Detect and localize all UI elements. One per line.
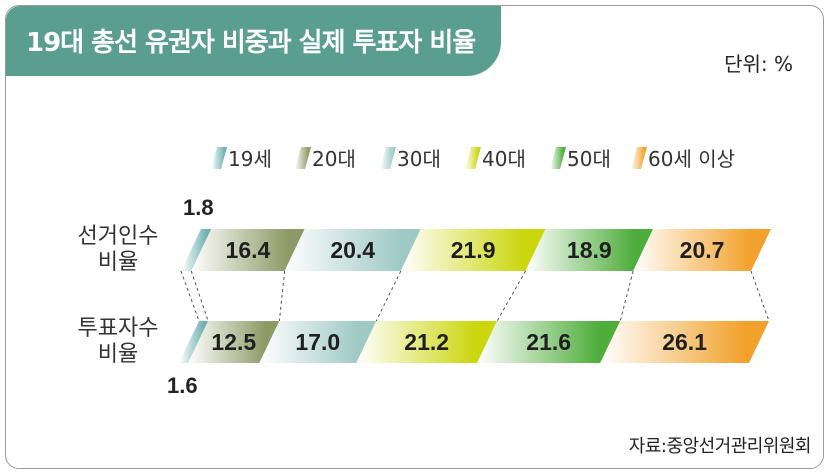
stacked-bar-chart: 19세 20대 30대 40대 50대 60세 이상 1.8 16.4 20.4 21.9 18.9… bbox=[78, 147, 771, 398]
bar-segment bbox=[600, 321, 769, 363]
bar-segment bbox=[356, 321, 498, 363]
connector-line bbox=[496, 270, 526, 322]
legend-swatch bbox=[211, 147, 227, 169]
connector-line bbox=[750, 270, 770, 322]
data-label: 16.4 bbox=[226, 237, 271, 263]
bar-segment bbox=[525, 229, 654, 271]
chart-title: 19대 총선 유권자 비중과 실제 투표자 비율 bbox=[26, 28, 476, 58]
legend-swatch bbox=[465, 147, 481, 169]
legend-label: 19세 bbox=[228, 147, 272, 171]
data-label: 21.9 bbox=[451, 237, 496, 263]
chart-frame: 19대 총선 유권자 비중과 실제 투표자 비율 단위: % 19세 20대 30대… bbox=[5, 5, 824, 469]
bar-segment bbox=[179, 321, 209, 363]
bar-segment bbox=[259, 321, 377, 363]
data-label: 21.2 bbox=[404, 329, 449, 355]
data-label: 20.4 bbox=[330, 237, 375, 263]
data-label: 21.6 bbox=[526, 329, 571, 355]
legend-swatch bbox=[550, 147, 566, 169]
connector-line bbox=[375, 270, 402, 322]
title-banner: 19대 총선 유권자 비중과 실제 투표자 비율 bbox=[6, 6, 501, 76]
bar-segment bbox=[181, 229, 212, 271]
data-label: 18.9 bbox=[567, 237, 612, 263]
category-label: 비율 bbox=[98, 342, 138, 367]
connector-line bbox=[278, 270, 286, 322]
connector-line bbox=[619, 270, 634, 322]
data-label: 20.7 bbox=[680, 237, 725, 263]
unit-label: 단위: % bbox=[724, 52, 793, 76]
legend-label: 20대 bbox=[312, 147, 356, 171]
legend-label: 50대 bbox=[567, 147, 611, 171]
legend-swatch bbox=[380, 147, 396, 169]
connector-line bbox=[180, 270, 200, 322]
data-label: 1.8 bbox=[183, 195, 214, 220]
legend-label: 30대 bbox=[397, 147, 441, 171]
category-label: 선거인수 bbox=[78, 224, 159, 249]
legend-swatch bbox=[295, 147, 311, 169]
connector-line bbox=[190, 270, 209, 322]
data-label: 26.1 bbox=[662, 329, 707, 355]
bar-segment bbox=[191, 229, 305, 271]
bar-segment bbox=[188, 321, 280, 363]
source-note: 자료:중앙선거관리위원회 bbox=[628, 436, 812, 457]
bar-segment bbox=[400, 229, 546, 271]
legend-label: 40대 bbox=[482, 147, 526, 171]
bar-segment bbox=[284, 229, 421, 271]
category-label: 비율 bbox=[98, 250, 138, 275]
data-label: 12.5 bbox=[211, 329, 256, 355]
bar-segment bbox=[477, 321, 621, 363]
legend-label: 60세 이상 bbox=[648, 147, 735, 171]
bar-segment bbox=[633, 229, 771, 271]
data-label: 17.0 bbox=[295, 329, 340, 355]
legend-swatch bbox=[631, 147, 647, 169]
category-label: 투표자수 bbox=[78, 316, 159, 341]
data-label: 1.6 bbox=[167, 373, 198, 398]
